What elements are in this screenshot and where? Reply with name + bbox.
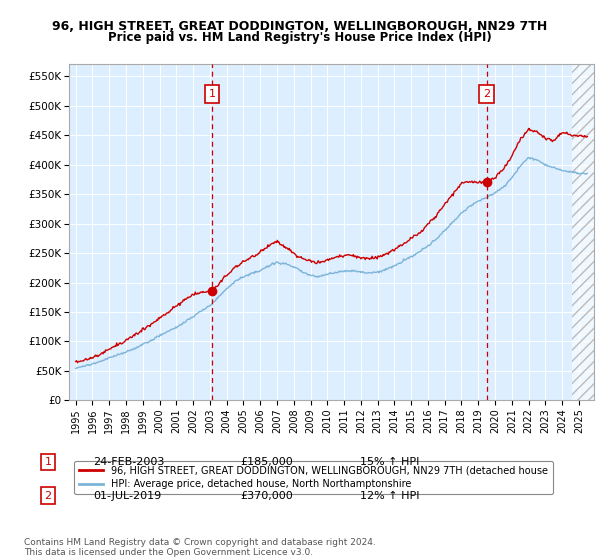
Text: 15% ↑ HPI: 15% ↑ HPI xyxy=(360,457,419,467)
Text: Price paid vs. HM Land Registry's House Price Index (HPI): Price paid vs. HM Land Registry's House … xyxy=(108,31,492,44)
Text: 1: 1 xyxy=(209,89,215,99)
Text: 2: 2 xyxy=(483,89,490,99)
Text: 24-FEB-2003: 24-FEB-2003 xyxy=(93,457,164,467)
Text: 96, HIGH STREET, GREAT DODDINGTON, WELLINGBOROUGH, NN29 7TH: 96, HIGH STREET, GREAT DODDINGTON, WELLI… xyxy=(52,20,548,32)
Text: 01-JUL-2019: 01-JUL-2019 xyxy=(93,491,161,501)
Text: 1: 1 xyxy=(44,457,52,467)
Text: £370,000: £370,000 xyxy=(240,491,293,501)
Text: £185,000: £185,000 xyxy=(240,457,293,467)
Legend: 96, HIGH STREET, GREAT DODDINGTON, WELLINGBOROUGH, NN29 7TH (detached house, HPI: 96, HIGH STREET, GREAT DODDINGTON, WELLI… xyxy=(74,461,553,494)
Text: 2: 2 xyxy=(44,491,52,501)
Text: 12% ↑ HPI: 12% ↑ HPI xyxy=(360,491,419,501)
Text: Contains HM Land Registry data © Crown copyright and database right 2024.
This d: Contains HM Land Registry data © Crown c… xyxy=(24,538,376,557)
